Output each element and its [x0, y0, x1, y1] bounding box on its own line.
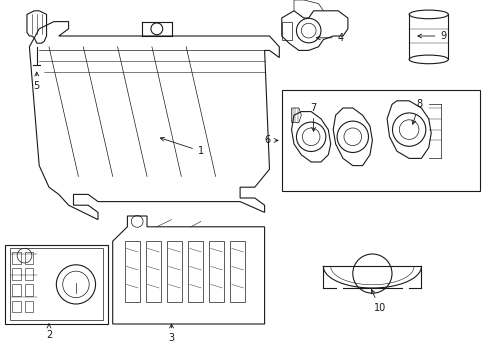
Bar: [10, 248, 103, 320]
Bar: [12, 252, 21, 264]
Text: 1: 1: [160, 137, 204, 156]
Bar: [24, 284, 33, 296]
Text: 4: 4: [317, 33, 343, 43]
Bar: [209, 241, 224, 302]
Bar: [24, 268, 33, 280]
Text: 8: 8: [412, 99, 422, 124]
Bar: [125, 241, 140, 302]
Text: 3: 3: [169, 324, 174, 343]
Text: 2: 2: [46, 324, 52, 340]
Bar: [24, 252, 33, 264]
Bar: [12, 268, 21, 280]
Bar: [12, 284, 21, 296]
Bar: [282, 90, 480, 191]
Text: 10: 10: [371, 289, 386, 313]
Bar: [167, 241, 182, 302]
Bar: [24, 301, 33, 312]
Bar: [230, 241, 245, 302]
Bar: [12, 301, 21, 312]
Text: 9: 9: [418, 31, 446, 41]
Text: 5: 5: [34, 72, 40, 91]
Text: 6: 6: [264, 135, 278, 145]
Bar: [146, 241, 161, 302]
Text: 7: 7: [311, 103, 317, 131]
Bar: [282, 22, 292, 40]
Bar: [5, 245, 108, 324]
Bar: [188, 241, 203, 302]
